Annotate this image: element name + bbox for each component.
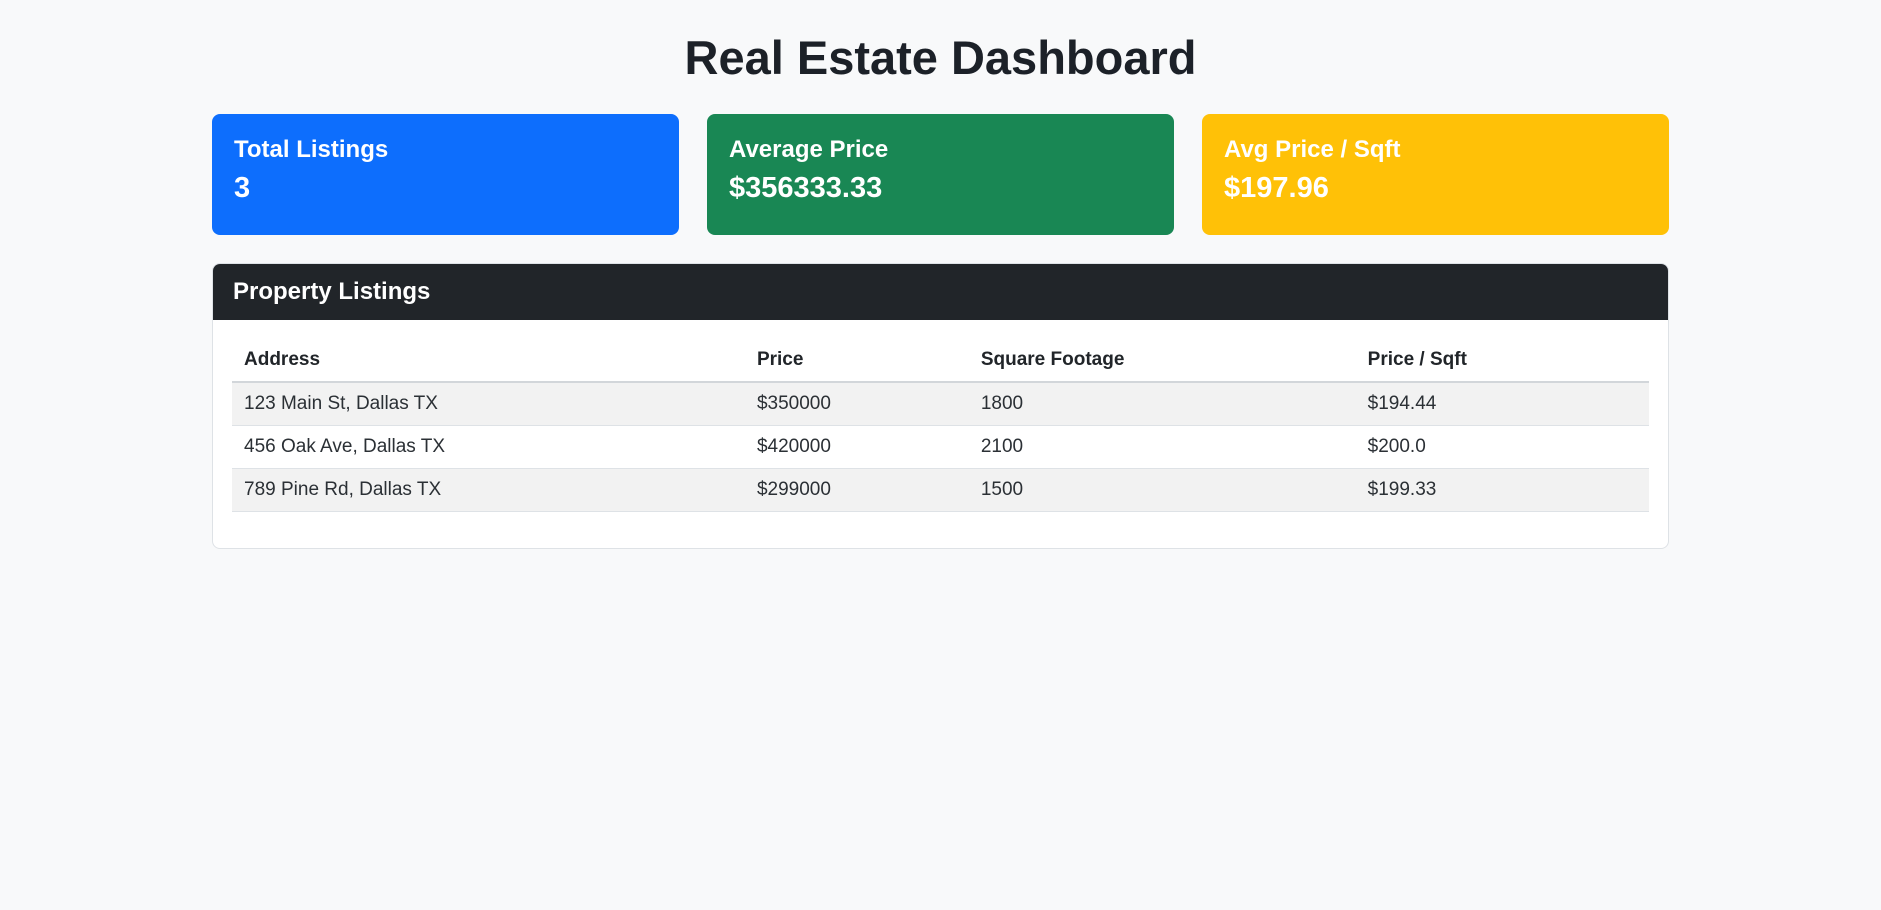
cell-square-footage: 2100	[968, 425, 1356, 470]
listings-card-header: Property Listings	[213, 264, 1668, 321]
stats-row: Total Listings 3 Average Price $356333.3…	[212, 114, 1669, 236]
stat-label: Avg Price / Sqft	[1224, 136, 1401, 164]
cell-price-per-sqft: $194.44	[1355, 382, 1649, 427]
cell-price: $350000	[744, 382, 969, 427]
stat-value: $356333.33	[729, 172, 883, 205]
column-header-price: Price	[744, 339, 969, 384]
listings-table: Address Price Square Footage Price / Sqf…	[232, 339, 1649, 513]
stat-card-total-listings: Total Listings 3	[212, 114, 679, 236]
stat-value: $197.96	[1224, 172, 1329, 205]
cell-price: $299000	[744, 468, 969, 513]
column-header-square-footage: Square Footage	[968, 339, 1356, 384]
stat-card-avg-price-sqft: Avg Price / Sqft $197.96	[1202, 114, 1669, 236]
cell-price-per-sqft: $199.33	[1355, 468, 1649, 513]
cell-address: 123 Main St, Dallas TX	[232, 382, 745, 427]
page-title: Real Estate Dashboard	[684, 31, 1197, 84]
table-header-row: Address Price Square Footage Price / Sqf…	[232, 339, 1649, 384]
cell-price-per-sqft: $200.0	[1355, 425, 1649, 470]
cell-address: 789 Pine Rd, Dallas TX	[232, 468, 745, 513]
stat-card-average-price: Average Price $356333.33	[707, 114, 1174, 236]
dashboard-container: Real Estate Dashboard Total Listings 3 A…	[212, 0, 1669, 550]
cell-square-footage: 1500	[968, 468, 1356, 513]
column-header-address: Address	[232, 339, 745, 384]
listings-card: Property Listings Address Price Square F…	[212, 263, 1669, 550]
cell-square-footage: 1800	[968, 382, 1356, 427]
table-row: 123 Main St, Dallas TX $350000 1800 $194…	[232, 382, 1649, 427]
stat-label: Total Listings	[234, 136, 389, 164]
listings-card-body: Address Price Square Footage Price / Sqf…	[213, 320, 1668, 548]
cell-price: $420000	[744, 425, 969, 470]
cell-address: 456 Oak Ave, Dallas TX	[232, 425, 745, 470]
stat-value: 3	[234, 172, 251, 205]
column-header-price-per-sqft: Price / Sqft	[1355, 339, 1649, 384]
table-row: 789 Pine Rd, Dallas TX $299000 1500 $199…	[232, 468, 1649, 513]
stat-label: Average Price	[729, 136, 889, 164]
table-row: 456 Oak Ave, Dallas TX $420000 2100 $200…	[232, 425, 1649, 470]
